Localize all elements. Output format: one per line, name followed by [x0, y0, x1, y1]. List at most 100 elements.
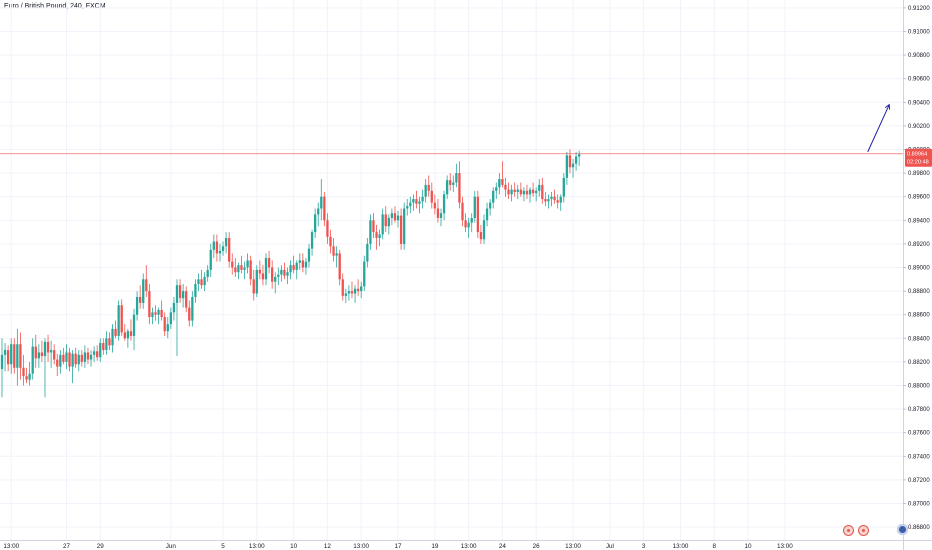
- candle-body: [446, 180, 449, 195]
- candle-body: [0, 354, 4, 369]
- candle-body: [372, 220, 375, 233]
- candle-body: [191, 297, 194, 321]
- price-tick-label: 0.87000: [908, 502, 930, 508]
- candle-body: [77, 354, 80, 365]
- time-tick-label: 13:00: [3, 543, 19, 550]
- candle-body: [424, 184, 427, 197]
- candle-body: [280, 269, 283, 275]
- candle-body: [485, 208, 489, 221]
- candle-body: [473, 196, 476, 218]
- time-tick-label: 27: [63, 543, 71, 550]
- candle-body: [188, 307, 191, 321]
- candle-body: [390, 213, 394, 218]
- time-tick-label: 13:00: [673, 543, 689, 550]
- candle-body: [25, 376, 28, 380]
- candle-body: [335, 253, 338, 256]
- candle-body: [360, 286, 363, 292]
- candle-body: [344, 293, 347, 296]
- candle-body: [538, 184, 541, 191]
- candle-body: [99, 343, 102, 358]
- candle-body: [206, 269, 209, 277]
- candle-body: [313, 214, 317, 233]
- candle-body: [525, 190, 529, 195]
- overlay-layer: [0, 103, 903, 155]
- candle-body: [194, 284, 197, 297]
- candle-body: [209, 249, 212, 270]
- price-tick-label: 0.88200: [908, 360, 930, 366]
- chart-settings-icon[interactable]: [897, 524, 908, 535]
- candle-body: [56, 359, 59, 367]
- countdown-label: 02:20:48: [907, 160, 929, 166]
- time-tick-label: 26: [533, 543, 541, 550]
- candle-body: [3, 350, 7, 355]
- candle-body: [332, 246, 335, 256]
- candle-body: [135, 297, 139, 315]
- candle-body: [470, 217, 473, 223]
- candle-body: [439, 213, 443, 218]
- economic-event-icon[interactable]: [858, 525, 869, 536]
- candle-body: [565, 155, 569, 178]
- candle-body: [289, 265, 292, 273]
- candle-body: [139, 297, 142, 303]
- candle-body: [516, 189, 519, 192]
- event-icons: [843, 525, 869, 537]
- candle-body: [175, 285, 179, 303]
- candle-body: [295, 262, 298, 270]
- economic-event-icon[interactable]: [843, 525, 854, 536]
- projection-arrow: [867, 104, 890, 153]
- current-price-label: 0.89964: [907, 152, 927, 158]
- candle-body: [215, 241, 219, 254]
- candle-body: [71, 353, 74, 367]
- candle-body: [507, 189, 510, 195]
- candle-body: [458, 173, 461, 203]
- candle-body: [221, 246, 225, 251]
- candle-body: [476, 196, 479, 233]
- candle-body: [427, 184, 430, 191]
- candle-body: [574, 156, 578, 164]
- candle-body: [326, 220, 329, 237]
- candle-body: [461, 202, 464, 221]
- candle-body: [151, 312, 154, 318]
- price-tick-label: 0.87800: [908, 407, 930, 413]
- candle-body: [200, 279, 203, 286]
- candle-body: [298, 260, 301, 263]
- candle-body: [482, 220, 486, 240]
- candle-body: [163, 317, 166, 332]
- candle-body: [393, 213, 397, 221]
- candle-body: [83, 352, 87, 362]
- candle-body: [261, 273, 265, 280]
- grid-layer: [0, 0, 903, 540]
- price-tick-label: 0.90600: [908, 77, 930, 83]
- price-tick-label: 0.89600: [908, 195, 930, 201]
- candle-body: [234, 267, 237, 273]
- price-tick-label: 0.87200: [908, 478, 930, 484]
- candle-body: [307, 248, 311, 262]
- candle-body: [375, 232, 378, 238]
- candle-body: [396, 215, 400, 221]
- candle-body: [541, 184, 544, 200]
- candle-body: [89, 354, 93, 360]
- candle-body: [185, 291, 188, 308]
- candle-body: [356, 288, 360, 292]
- candle-body: [181, 291, 185, 299]
- time-tick-label: 29: [97, 543, 105, 550]
- time-tick-label: 10: [290, 543, 298, 550]
- candle-body: [160, 309, 163, 318]
- candle-body: [31, 346, 34, 374]
- candle-body: [350, 291, 354, 294]
- price-tick-label: 0.89400: [908, 218, 930, 224]
- time-tick-label: 5: [221, 543, 225, 550]
- candle-body: [65, 352, 68, 362]
- time-tick-label: 13:00: [249, 543, 265, 550]
- candle-body: [442, 194, 446, 214]
- candle-body: [283, 269, 286, 276]
- candle-body: [522, 190, 526, 195]
- candle-body: [531, 189, 535, 194]
- candle-body: [568, 155, 572, 168]
- candle-body: [378, 234, 381, 238]
- candle-body: [258, 269, 262, 274]
- candle-body: [556, 200, 559, 203]
- candle-body: [203, 276, 206, 286]
